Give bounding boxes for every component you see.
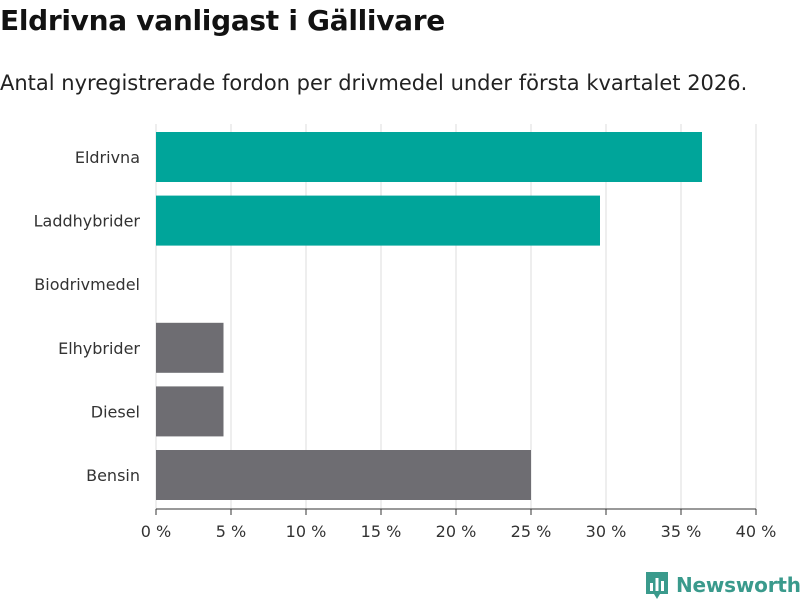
grid-lines bbox=[155, 124, 757, 509]
x-tick-label: 0 % bbox=[141, 522, 171, 541]
newsworthy-logo: Newsworthy bbox=[644, 570, 800, 600]
bar-diesel bbox=[156, 386, 224, 437]
newsworthy-logo-text: Newsworthy bbox=[676, 573, 800, 597]
x-tick-label: 30 % bbox=[586, 522, 627, 541]
x-tick-label: 5 % bbox=[216, 522, 246, 541]
category-label: Laddhybrider bbox=[34, 212, 141, 231]
category-label: Bensin bbox=[86, 466, 140, 485]
x-tick-label: 15 % bbox=[361, 522, 402, 541]
category-label: Eldrivna bbox=[75, 148, 140, 167]
category-labels: Eldrivna Laddhybrider Biodrivmedel Elhybrid… bbox=[34, 148, 141, 485]
bar-bensin bbox=[156, 450, 531, 500]
x-tick-label: 35 % bbox=[661, 522, 702, 541]
chart-title: Eldrivna vanligast i Gällivare bbox=[0, 4, 445, 37]
x-axis: 0 % 5 % 10 % 15 % 20 % 25 % 30 % 35 % 40 % bbox=[141, 508, 777, 541]
newsworthy-logo-icon bbox=[646, 572, 668, 599]
category-label: Biodrivmedel bbox=[34, 275, 140, 294]
x-tick-label: 25 % bbox=[511, 522, 552, 541]
bar-eldrivna bbox=[156, 132, 702, 182]
category-label: Diesel bbox=[91, 402, 140, 421]
x-tick-label: 20 % bbox=[436, 522, 477, 541]
chart-subtitle: Antal nyregistrerade fordon per drivmede… bbox=[0, 71, 748, 95]
x-tick-label: 10 % bbox=[286, 522, 327, 541]
category-label: Elhybrider bbox=[58, 339, 140, 358]
x-tick-label: 40 % bbox=[736, 522, 777, 541]
bar-elhybrider bbox=[156, 322, 224, 373]
bars bbox=[156, 132, 702, 500]
bar-laddhybrider bbox=[156, 195, 600, 246]
